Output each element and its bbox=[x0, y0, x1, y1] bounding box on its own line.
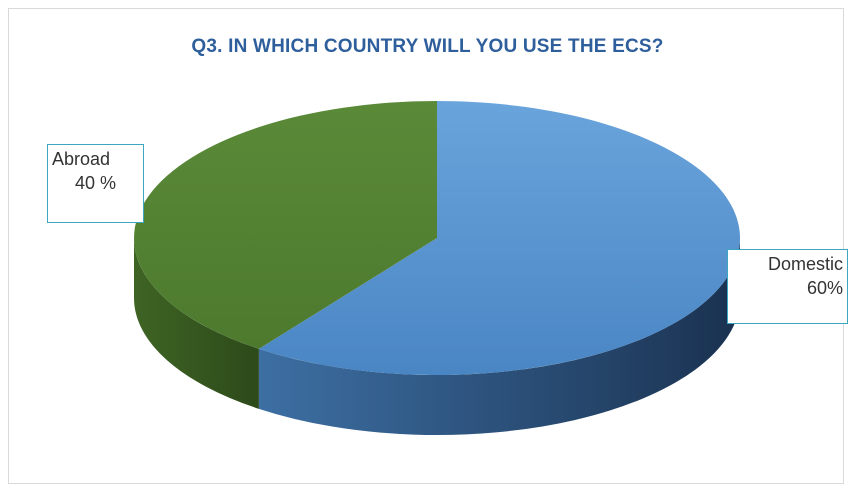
pie-side-abroad bbox=[134, 238, 259, 409]
pie-side-domestic bbox=[258, 238, 740, 435]
slice-label-abroad-name: Abroad bbox=[52, 149, 111, 169]
slice-label-domestic-name: Domestic bbox=[767, 254, 843, 274]
chart-title: Q3. IN WHICH COUNTRY WILL YOU USE THE EC… bbox=[191, 36, 664, 57]
slice-label-abroad-value: 40 % bbox=[74, 173, 117, 193]
pie-slice-domestic bbox=[258, 101, 740, 375]
pie-slice-abroad bbox=[134, 101, 438, 349]
slice-label-domestic-value: 60% bbox=[806, 278, 843, 298]
slice-label-abroad: Abroad 40 % bbox=[47, 144, 144, 223]
slice-label-domestic: Domestic 60% bbox=[727, 249, 848, 324]
